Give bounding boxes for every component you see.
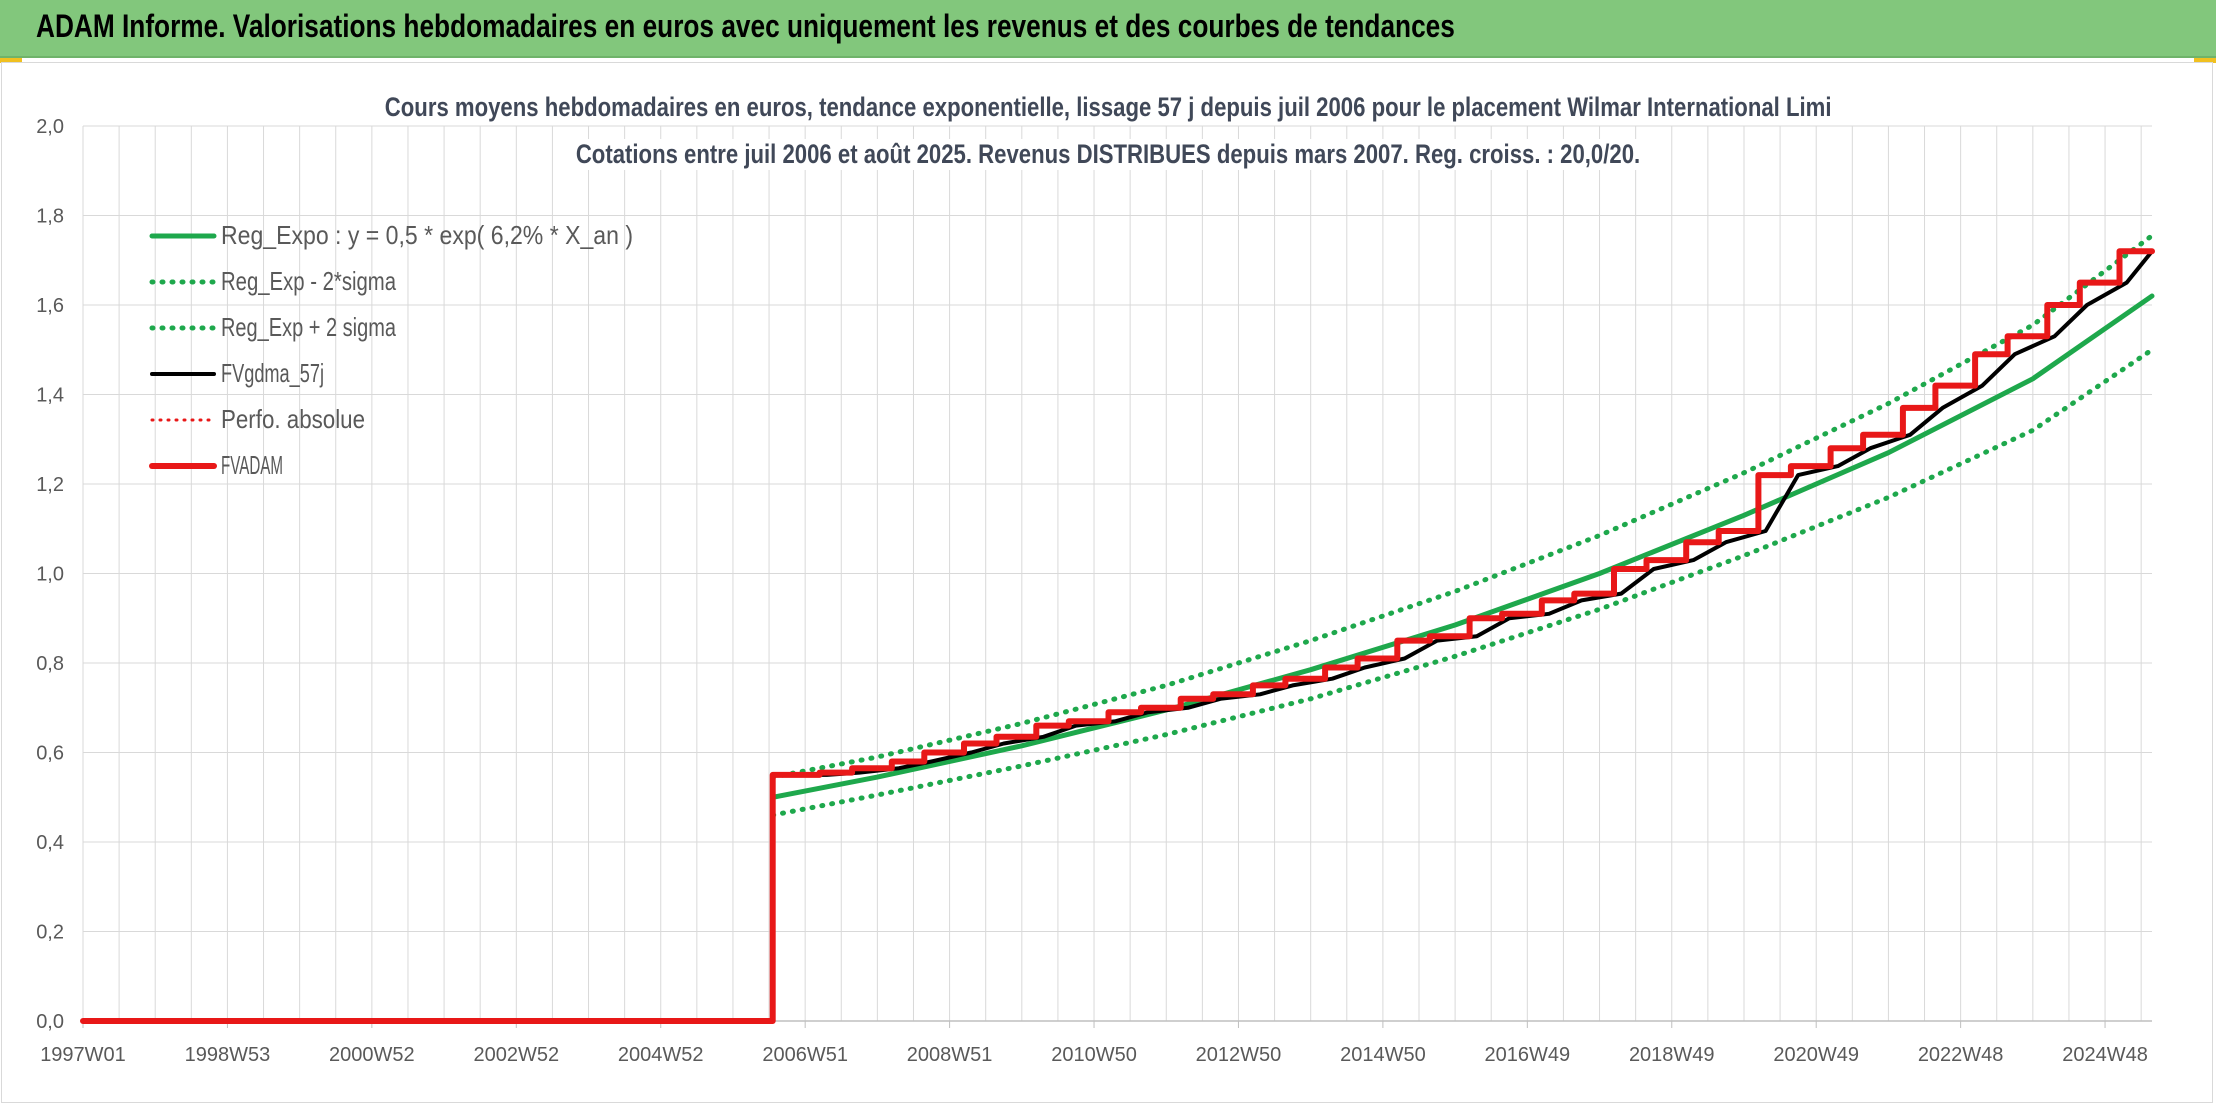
report-title: ADAM Informe. Valorisations hebdomadaire… — [36, 8, 1455, 44]
x-tick-label: 2002W52 — [473, 1044, 559, 1066]
corner-mark-right — [2194, 58, 2216, 63]
y-tick-label: 1,4 — [36, 385, 64, 407]
legend-label: Reg_Expo : y = 0,5 * exp( 6,2% * X_an ) — [221, 220, 633, 250]
legend-label: Reg_Exp - 2*sigma — [221, 266, 396, 296]
legend: Reg_Expo : y = 0,5 * exp( 6,2% * X_an ) R… — [149, 220, 633, 480]
x-tick-label: 2012W50 — [1196, 1044, 1282, 1066]
corner-mark-left — [0, 58, 22, 63]
chart-frame — [1, 62, 2213, 1103]
legend-label: FVgdma_57j — [221, 358, 324, 388]
series-line — [770, 249, 2154, 777]
gridlines — [82, 125, 2152, 1022]
y-tick-label: 0,4 — [36, 832, 64, 854]
x-tick-label: 2008W51 — [907, 1044, 993, 1066]
legend-label: FVADAM — [221, 450, 283, 480]
y-tick-label: 0,8 — [36, 653, 64, 675]
y-tick-label: 1,0 — [36, 564, 64, 586]
chart-subtitle: Cotations entre juil 2006 et août 2025. … — [0, 139, 2216, 170]
y-tick-label: 2,0 — [36, 116, 64, 138]
y-tick-label: 0,6 — [36, 743, 64, 765]
y-tick-label: 0,0 — [36, 1011, 64, 1033]
axes: 0,0 0,2 0,4 0,6 0,8 1,0 1,2 1,4 1,6 1,8 2,0 1997W01… — [36, 116, 2152, 1066]
x-tick-label: 2018W49 — [1629, 1044, 1715, 1066]
y-tick-label: 0,2 — [36, 922, 64, 944]
x-tick-label: 2006W51 — [762, 1044, 848, 1066]
x-tick-label: 2024W48 — [2062, 1044, 2148, 1066]
y-tick-label: 1,8 — [36, 206, 64, 228]
y-tick-label: 1,6 — [36, 295, 64, 317]
series-line — [770, 347, 2155, 818]
legend-label: Perfo. absolue — [221, 404, 365, 434]
x-tick-label: 2004W52 — [618, 1044, 704, 1066]
chart-title-text: Cours moyens hebdomadaires en euros, ten… — [379, 92, 1837, 123]
x-tick-label: 2016W49 — [1485, 1044, 1571, 1066]
chart-subtitle-text: Cotations entre juil 2006 et août 2025. … — [570, 139, 1646, 170]
x-tick-label: 1997W01 — [40, 1044, 126, 1066]
x-tick-label: 2000W52 — [329, 1044, 415, 1066]
y-tick-label: 1,2 — [36, 474, 64, 496]
chart-title: Cours moyens hebdomadaires en euros, ten… — [0, 92, 2216, 123]
series-line — [80, 248, 2155, 1024]
x-tick-label: 2010W50 — [1051, 1044, 1137, 1066]
x-tick-label: 1998W53 — [185, 1044, 271, 1066]
series-lines — [80, 233, 2155, 1024]
x-tick-label: 2020W49 — [1773, 1044, 1859, 1066]
x-tick-label: 2014W50 — [1340, 1044, 1426, 1066]
x-tick-label: 2022W48 — [1918, 1044, 2004, 1066]
series-line — [770, 233, 2155, 780]
series-line — [770, 293, 2155, 800]
report-header: ADAM Informe. Valorisations hebdomadaire… — [0, 0, 2216, 58]
legend-label: Reg_Exp + 2 sigma — [221, 312, 396, 342]
